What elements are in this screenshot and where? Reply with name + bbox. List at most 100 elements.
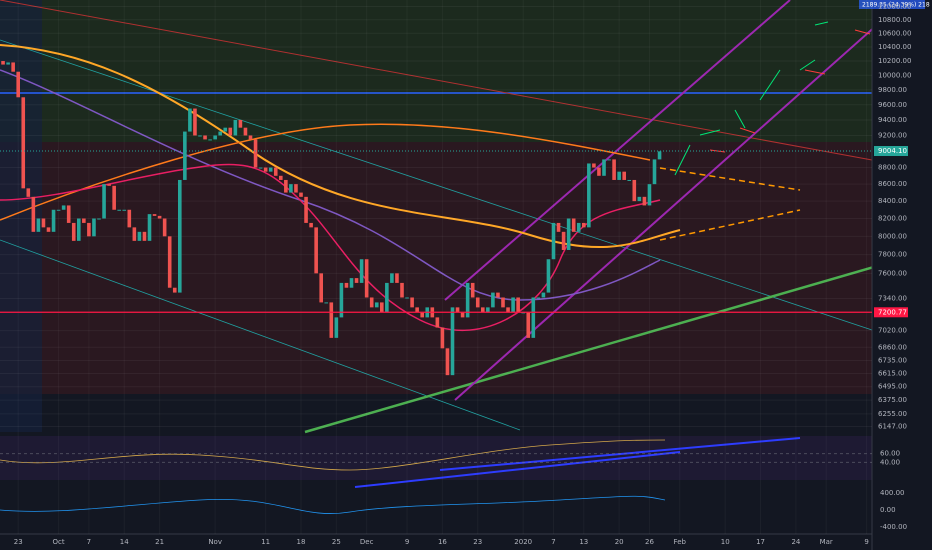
y-tick-label: 6615.00 [878,370,907,378]
x-tick-label: 24 [791,538,800,546]
macd-tick-label: 400.00 [880,489,905,497]
trendline [0,239,521,431]
candle [279,175,283,180]
rsi-pane [0,436,872,480]
candle [617,171,621,180]
y-tick-label: 11000.00 [878,3,911,11]
candle [541,292,546,298]
level-label: 7200.77 [878,308,907,316]
y-tick-label: 8600.00 [878,180,907,188]
candle [122,209,127,211]
candle [329,302,334,338]
candle [496,292,500,298]
candle [470,282,475,298]
candle [359,259,364,283]
x-tick-label: 25 [332,538,341,546]
y-tick-label: 10800.00 [878,16,911,24]
candle [632,179,637,202]
candle [435,317,440,328]
candle [385,282,389,313]
shade [0,0,42,432]
x-tick-label: 9 [864,538,868,546]
y-tick-label: 6147.00 [878,422,907,430]
x-tick-label: Oct [53,538,65,546]
candle [253,139,258,168]
x-tick-label: Feb [674,538,687,546]
candle [465,282,470,318]
candle [152,214,157,216]
ma [0,44,681,249]
candle [273,167,278,176]
candle [637,196,642,202]
candle [268,167,273,172]
x-tick-label: 23 [14,538,23,546]
x-tick-label: 13 [579,538,588,546]
y-tick-label: 10200.00 [878,57,911,65]
candle [137,231,142,241]
x-tick-label: 18 [297,538,306,546]
y-tick-label: 6375.00 [878,396,907,404]
arrows [674,21,829,176]
green-zone [0,0,872,142]
candle [299,192,303,197]
candle [349,278,354,288]
rsi-tick-label: 40.00 [880,458,900,466]
macd-tick-label: 0.00 [880,506,896,514]
y-tick-label: 6860.00 [878,343,907,351]
y-tick-label: 9400.00 [878,116,907,124]
candle [258,167,263,169]
candle [127,209,132,228]
candle [238,119,243,128]
candle [188,108,192,132]
candle [172,287,177,293]
y-tick-label: 7800.00 [878,251,907,259]
ma [0,163,661,331]
candle [82,218,86,223]
candle [380,302,384,313]
candle [405,297,409,299]
candle [450,307,455,376]
candle [66,205,71,223]
candle [218,131,222,136]
candle [607,159,611,161]
candle [455,307,460,313]
candle [289,184,293,193]
trendline [0,0,873,161]
candle [612,159,616,180]
x-tick-label: 14 [120,538,129,546]
candle [248,135,253,140]
rsi-line [0,439,666,471]
candle [208,139,212,141]
candle [203,135,207,140]
candle [622,171,626,180]
candle [193,108,197,136]
y-tick-label: 6495.00 [878,383,907,391]
y-tick-label: 6735.00 [878,357,907,365]
candle [410,297,414,308]
macd-pane [0,484,872,534]
candle [551,222,556,260]
candle [440,327,445,349]
candle [46,227,51,232]
candle [162,218,167,237]
candle [309,222,313,228]
candle [546,259,551,293]
candle [526,312,531,338]
x-tick-label: 23 [473,538,482,546]
candle [107,184,111,186]
x-tick-label: 26 [645,538,654,546]
x-tick-label: 7 [87,538,91,546]
x-tick-label: Dec [360,538,374,546]
candle [324,302,329,304]
candle [167,236,172,288]
candle [561,231,566,250]
last-price-box [874,146,908,157]
candle [652,159,657,185]
candle [51,209,56,232]
candle [142,231,147,241]
candle [576,222,581,232]
y-tick-label: 9600.00 [878,101,907,109]
candle [582,222,586,228]
